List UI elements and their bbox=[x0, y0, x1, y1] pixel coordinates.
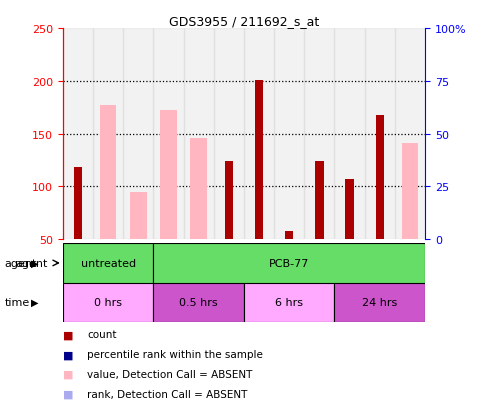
Text: percentile rank within the sample: percentile rank within the sample bbox=[87, 349, 263, 359]
Bar bbox=[335, 283, 425, 322]
Text: 0.5 hrs: 0.5 hrs bbox=[179, 297, 218, 308]
Bar bbox=[154, 244, 425, 283]
Bar bbox=[190, 138, 207, 240]
Bar bbox=[255, 81, 263, 240]
Bar bbox=[184, 29, 213, 240]
Bar bbox=[315, 161, 324, 240]
Text: 6 hrs: 6 hrs bbox=[275, 297, 303, 308]
Bar bbox=[63, 29, 93, 240]
Bar bbox=[395, 29, 425, 240]
Text: ▶: ▶ bbox=[31, 297, 39, 308]
Bar bbox=[345, 180, 354, 240]
Text: value, Detection Call = ABSENT: value, Detection Call = ABSENT bbox=[87, 369, 252, 379]
Bar bbox=[334, 29, 365, 240]
Bar bbox=[63, 283, 154, 322]
Text: PCB-77: PCB-77 bbox=[269, 258, 310, 268]
Bar bbox=[376, 115, 384, 240]
Text: time: time bbox=[5, 297, 30, 308]
Text: count: count bbox=[87, 330, 116, 339]
Bar bbox=[304, 29, 334, 240]
Text: agent: agent bbox=[15, 258, 48, 268]
Bar bbox=[365, 29, 395, 240]
Bar bbox=[225, 161, 233, 240]
Text: ■: ■ bbox=[63, 369, 73, 379]
Bar bbox=[285, 231, 293, 240]
Bar bbox=[100, 106, 116, 240]
Text: ■: ■ bbox=[63, 330, 73, 339]
Bar bbox=[213, 29, 244, 240]
Bar bbox=[274, 29, 304, 240]
Text: ■: ■ bbox=[63, 389, 73, 399]
Text: 0 hrs: 0 hrs bbox=[94, 297, 122, 308]
Text: ▶: ▶ bbox=[31, 258, 39, 268]
Bar bbox=[154, 283, 244, 322]
Text: rank, Detection Call = ABSENT: rank, Detection Call = ABSENT bbox=[87, 389, 247, 399]
Bar bbox=[93, 29, 123, 240]
Bar bbox=[402, 144, 418, 240]
Bar bbox=[123, 29, 154, 240]
Bar bbox=[244, 29, 274, 240]
Bar bbox=[160, 111, 177, 240]
Text: ■: ■ bbox=[63, 349, 73, 359]
Text: untreated: untreated bbox=[81, 258, 136, 268]
Bar bbox=[73, 168, 82, 240]
Text: 24 hrs: 24 hrs bbox=[362, 297, 398, 308]
Bar bbox=[244, 283, 334, 322]
Bar bbox=[154, 29, 184, 240]
Text: agent: agent bbox=[5, 258, 37, 268]
Bar bbox=[63, 244, 154, 283]
Bar bbox=[130, 192, 146, 240]
Title: GDS3955 / 211692_s_at: GDS3955 / 211692_s_at bbox=[169, 15, 319, 28]
